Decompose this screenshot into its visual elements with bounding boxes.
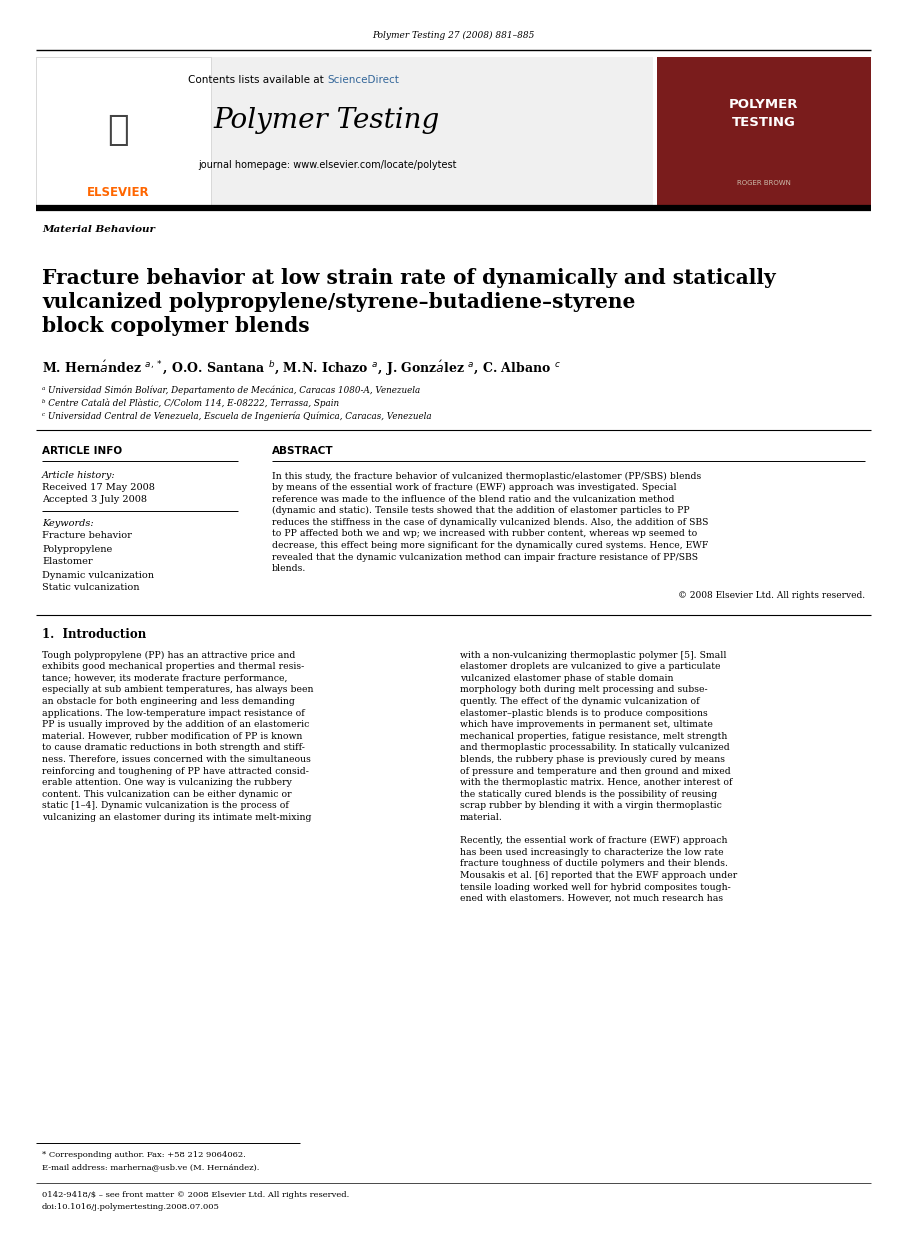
Text: vulcanized elastomer phase of stable domain: vulcanized elastomer phase of stable dom…: [460, 673, 674, 682]
Text: Mousakis et al. [6] reported that the EWF approach under: Mousakis et al. [6] reported that the EW…: [460, 870, 737, 880]
Text: ᶜ Universidad Central de Venezuela, Escuela de Ingeniería Química, Caracas, Vene: ᶜ Universidad Central de Venezuela, Escu…: [42, 411, 432, 421]
Text: Static vulcanization: Static vulcanization: [42, 583, 140, 593]
Text: Tough polypropylene (PP) has an attractive price and: Tough polypropylene (PP) has an attracti…: [42, 650, 296, 660]
Text: * Corresponding author. Fax: +58 212 9064062.: * Corresponding author. Fax: +58 212 906…: [42, 1151, 246, 1159]
Text: ᵃ Universidad Simón Bolívar, Departamento de Mecánica, Caracas 1080-A, Venezuela: ᵃ Universidad Simón Bolívar, Departament…: [42, 385, 420, 395]
Text: Fracture behavior at low strain rate of dynamically and statically
vulcanized po: Fracture behavior at low strain rate of …: [42, 267, 775, 335]
Text: decrease, this effect being more significant for the dynamically cured systems. : decrease, this effect being more signifi…: [272, 541, 708, 550]
Text: Accepted 3 July 2008: Accepted 3 July 2008: [42, 495, 147, 505]
Text: an obstacle for both engineering and less demanding: an obstacle for both engineering and les…: [42, 697, 295, 706]
Text: ened with elastomers. However, not much research has: ened with elastomers. However, not much …: [460, 894, 723, 903]
Text: has been used increasingly to characterize the low rate: has been used increasingly to characteri…: [460, 848, 724, 857]
Text: POLYMER: POLYMER: [729, 99, 799, 111]
Text: material. However, rubber modification of PP is known: material. However, rubber modification o…: [42, 732, 302, 740]
Text: Polymer Testing 27 (2008) 881–885: Polymer Testing 27 (2008) 881–885: [372, 31, 534, 40]
Text: E-mail address: marherna@usb.ve (M. Hernández).: E-mail address: marherna@usb.ve (M. Hern…: [42, 1162, 259, 1171]
Text: by means of the essential work of fracture (EWF) approach was investigated. Spec: by means of the essential work of fractu…: [272, 483, 677, 493]
Text: static [1–4]. Dynamic vulcanization is the process of: static [1–4]. Dynamic vulcanization is t…: [42, 801, 288, 811]
Text: 🌳: 🌳: [107, 113, 129, 147]
Text: ARTICLE INFO: ARTICLE INFO: [42, 446, 122, 456]
Bar: [36, 57, 653, 206]
Text: to PP affected both we and wp; we increased with rubber content, whereas wp seem: to PP affected both we and wp; we increa…: [272, 530, 697, 539]
Text: (dynamic and static). Tensile tests showed that the addition of elastomer partic: (dynamic and static). Tensile tests show…: [272, 506, 689, 515]
Text: Contents lists available at: Contents lists available at: [188, 76, 327, 85]
Text: vulcanizing an elastomer during its intimate melt-mixing: vulcanizing an elastomer during its inti…: [42, 813, 311, 822]
Text: blends.: blends.: [272, 565, 307, 573]
Text: ROGER BROWN: ROGER BROWN: [737, 180, 791, 186]
Bar: [657, 57, 871, 206]
Text: Polypropylene: Polypropylene: [42, 545, 112, 553]
Text: ABSTRACT: ABSTRACT: [272, 446, 334, 456]
Bar: [36, 57, 211, 206]
Text: ness. Therefore, issues concerned with the simultaneous: ness. Therefore, issues concerned with t…: [42, 755, 311, 764]
Text: revealed that the dynamic vulcanization method can impair fracture resistance of: revealed that the dynamic vulcanization …: [272, 552, 698, 562]
Text: PP is usually improved by the addition of an elastomeric: PP is usually improved by the addition o…: [42, 721, 309, 729]
Text: Received 17 May 2008: Received 17 May 2008: [42, 484, 155, 493]
Text: elastomer–plastic blends is to produce compositions: elastomer–plastic blends is to produce c…: [460, 708, 707, 718]
Text: applications. The low-temperature impact resistance of: applications. The low-temperature impact…: [42, 708, 305, 718]
Text: TESTING: TESTING: [732, 115, 796, 129]
Text: material.: material.: [460, 813, 502, 822]
Text: erable attention. One way is vulcanizing the rubbery: erable attention. One way is vulcanizing…: [42, 779, 292, 787]
Text: Fracture behavior: Fracture behavior: [42, 531, 132, 541]
Text: 0142-9418/$ – see front matter © 2008 Elsevier Ltd. All rights reserved.: 0142-9418/$ – see front matter © 2008 El…: [42, 1191, 349, 1198]
Text: morphology both during melt processing and subse-: morphology both during melt processing a…: [460, 686, 707, 695]
Text: doi:10.1016/j.polymertesting.2008.07.005: doi:10.1016/j.polymertesting.2008.07.005: [42, 1203, 219, 1211]
Text: exhibits good mechanical properties and thermal resis-: exhibits good mechanical properties and …: [42, 662, 304, 671]
Text: to cause dramatic reductions in both strength and stiff-: to cause dramatic reductions in both str…: [42, 743, 305, 753]
Text: ScienceDirect: ScienceDirect: [327, 76, 399, 85]
Text: content. This vulcanization can be either dynamic or: content. This vulcanization can be eithe…: [42, 790, 292, 799]
Text: 1.  Introduction: 1. Introduction: [42, 628, 146, 640]
Text: quently. The effect of the dynamic vulcanization of: quently. The effect of the dynamic vulca…: [460, 697, 699, 706]
Text: and thermoplastic processability. In statically vulcanized: and thermoplastic processability. In sta…: [460, 743, 730, 753]
Text: Elastomer: Elastomer: [42, 557, 93, 567]
Text: In this study, the fracture behavior of vulcanized thermoplastic/elastomer (PP/S: In this study, the fracture behavior of …: [272, 472, 701, 480]
Text: reduces the stiffness in the case of dynamically vulcanized blends. Also, the ad: reduces the stiffness in the case of dyn…: [272, 517, 708, 527]
Text: reference was made to the influence of the blend ratio and the vulcanization met: reference was made to the influence of t…: [272, 495, 675, 504]
Text: with a non-vulcanizing thermoplastic polymer [5]. Small: with a non-vulcanizing thermoplastic pol…: [460, 650, 727, 660]
Text: journal homepage: www.elsevier.com/locate/polytest: journal homepage: www.elsevier.com/locat…: [198, 160, 456, 170]
Text: Keywords:: Keywords:: [42, 519, 93, 527]
Text: Article history:: Article history:: [42, 472, 115, 480]
Text: the statically cured blends is the possibility of reusing: the statically cured blends is the possi…: [460, 790, 717, 799]
Text: tance; however, its moderate fracture performance,: tance; however, its moderate fracture pe…: [42, 673, 288, 682]
Text: Dynamic vulcanization: Dynamic vulcanization: [42, 571, 154, 579]
Text: ELSEVIER: ELSEVIER: [87, 186, 150, 198]
Text: M. Hern$\acute{a}$ndez $^{a,*}$, O.O. Santana $^{b}$, M.N. Ichazo $^{a}$, J. Gon: M. Hern$\acute{a}$ndez $^{a,*}$, O.O. Sa…: [42, 359, 561, 378]
Text: Material Behaviour: Material Behaviour: [42, 225, 155, 234]
Text: mechanical properties, fatigue resistance, melt strength: mechanical properties, fatigue resistanc…: [460, 732, 727, 740]
Text: elastomer droplets are vulcanized to give a particulate: elastomer droplets are vulcanized to giv…: [460, 662, 720, 671]
Text: ᵇ Centre Català del Plàstic, C/Colom 114, E-08222, Terrassa, Spain: ᵇ Centre Català del Plàstic, C/Colom 114…: [42, 399, 339, 407]
Text: Polymer Testing: Polymer Testing: [214, 106, 440, 134]
Text: Recently, the essential work of fracture (EWF) approach: Recently, the essential work of fracture…: [460, 836, 727, 846]
Text: of pressure and temperature and then ground and mixed: of pressure and temperature and then gro…: [460, 766, 731, 775]
Text: fracture toughness of ductile polymers and their blends.: fracture toughness of ductile polymers a…: [460, 859, 728, 868]
Text: especially at sub ambient temperatures, has always been: especially at sub ambient temperatures, …: [42, 686, 314, 695]
Text: which have improvements in permanent set, ultimate: which have improvements in permanent set…: [460, 721, 713, 729]
Text: scrap rubber by blending it with a virgin thermoplastic: scrap rubber by blending it with a virgi…: [460, 801, 722, 811]
Text: tensile loading worked well for hybrid composites tough-: tensile loading worked well for hybrid c…: [460, 883, 731, 891]
Text: © 2008 Elsevier Ltd. All rights reserved.: © 2008 Elsevier Ltd. All rights reserved…: [678, 592, 865, 600]
Text: blends, the rubbery phase is previously cured by means: blends, the rubbery phase is previously …: [460, 755, 725, 764]
Text: reinforcing and toughening of PP have attracted consid-: reinforcing and toughening of PP have at…: [42, 766, 309, 775]
Text: with the thermoplastic matrix. Hence, another interest of: with the thermoplastic matrix. Hence, an…: [460, 779, 733, 787]
